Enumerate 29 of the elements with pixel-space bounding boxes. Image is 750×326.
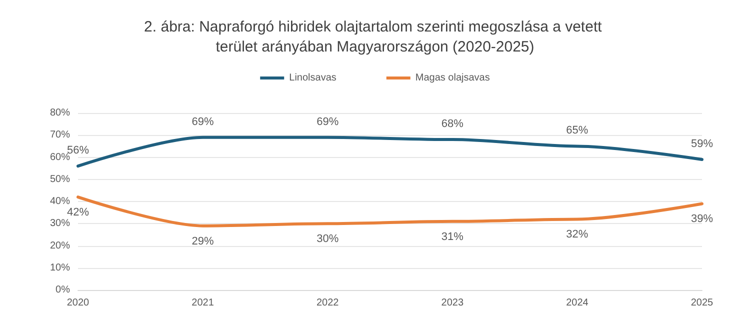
x-tick-label: 2021 xyxy=(192,298,214,308)
data-label: 31% xyxy=(441,230,464,243)
data-label: 69% xyxy=(192,116,214,128)
y-tick-label: 70% xyxy=(50,130,70,141)
y-tick-label: 80% xyxy=(50,108,70,118)
data-label: 59% xyxy=(690,138,714,150)
y-tick-label: 60% xyxy=(50,152,70,163)
data-label: 42% xyxy=(66,206,90,219)
x-tick-label: 2020 xyxy=(66,298,90,308)
data-label: 68% xyxy=(441,118,464,130)
x-tick-label: 2023 xyxy=(441,298,464,308)
x-tick-label: 2025 xyxy=(690,298,714,308)
x-tick-label: 2024 xyxy=(566,298,589,308)
legend-label: Linolsavas xyxy=(289,72,336,84)
chart-title: 2. ábra: Napraforgó hibridek olajtartalom szerinti megoszlása a vetett terület arányában Magyarországon (2020-2025) xyxy=(144,18,606,56)
y-tick-label: 10% xyxy=(50,262,70,274)
data-label: 65% xyxy=(566,124,588,137)
y-tick-label: 40% xyxy=(50,196,70,207)
x-tick-label: 2022 xyxy=(316,298,340,308)
data-label: 39% xyxy=(690,213,714,226)
y-tick-label: 50% xyxy=(50,174,70,185)
y-tick-label: 20% xyxy=(50,240,70,252)
data-label: 29% xyxy=(192,235,214,248)
y-tick-label: 30% xyxy=(50,218,70,230)
data-label: 32% xyxy=(566,228,588,241)
data-label: 69% xyxy=(316,116,339,128)
data-label: 30% xyxy=(316,233,339,246)
y-tick-label: 0% xyxy=(56,284,70,296)
legend-label: Magas olajsavas xyxy=(415,72,490,84)
